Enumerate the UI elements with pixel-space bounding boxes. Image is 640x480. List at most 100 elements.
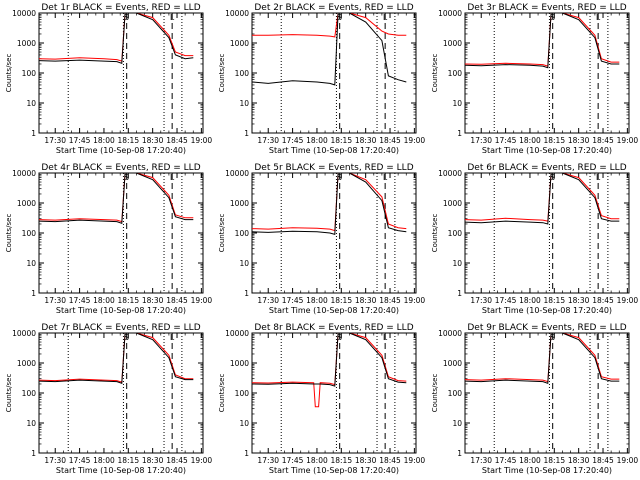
y-tick-label: 100 (448, 69, 463, 78)
plot-frame (464, 332, 630, 454)
y-tick-label: 10000 (438, 169, 462, 178)
series-events (465, 333, 620, 384)
plot-frame (38, 332, 204, 454)
y-axis-label: Counts/sec (5, 374, 13, 413)
marker-label-s: S (550, 13, 555, 22)
series-lld (252, 13, 407, 38)
x-tick-label: 19:00 (191, 456, 213, 465)
marker-label-l: L (383, 173, 388, 182)
x-tick-label: 17:45 (282, 296, 304, 305)
x-tick-label: 17:30 (470, 136, 492, 145)
chart-title: Det 2r BLACK = Events, RED = LLD (254, 3, 413, 13)
series-lld (252, 173, 407, 232)
marker-label-l: L (596, 13, 601, 22)
series-lld (252, 333, 407, 408)
y-tick-label: 1000 (17, 359, 36, 368)
series-events (465, 173, 620, 225)
x-tick-label: 18:30 (142, 136, 164, 145)
x-tick-label: 17:30 (44, 456, 66, 465)
y-tick-label: 1000 (17, 199, 36, 208)
x-tick-label: 18:45 (592, 456, 614, 465)
y-tick-label: 1 (244, 129, 249, 138)
x-tick-label: 18:00 (519, 296, 541, 305)
x-tick-label: 17:30 (470, 296, 492, 305)
series-events (39, 173, 194, 224)
y-tick-label: 1000 (230, 199, 249, 208)
marker-label-s: S (124, 13, 129, 22)
plot-frame (251, 332, 417, 454)
x-tick-label: 18:00 (306, 456, 328, 465)
series-lld (39, 173, 194, 223)
x-tick-label: 17:45 (69, 456, 91, 465)
marker-label-l: L (596, 333, 601, 342)
series-events (465, 13, 620, 69)
y-axis-label: Counts/sec (431, 374, 439, 413)
x-axis-label: Start Time (10-Sep-08 17:20:40) (482, 146, 612, 155)
series-lld (465, 173, 620, 222)
y-tick-label: 100 (235, 229, 250, 238)
x-axis-label: Start Time (10-Sep-08 17:20:40) (482, 306, 612, 315)
y-tick-label: 10 (452, 99, 462, 108)
y-tick-label: 10 (26, 419, 36, 428)
chart-title: Det 4r BLACK = Events, RED = LLD (41, 163, 200, 173)
x-tick-label: 17:30 (470, 456, 492, 465)
series-lld (39, 333, 194, 383)
series-lld (465, 333, 620, 383)
x-tick-label: 18:15 (543, 456, 565, 465)
y-tick-label: 10 (452, 259, 462, 268)
series-events (39, 333, 194, 384)
x-tick-label: 18:30 (568, 456, 590, 465)
marker-label-s: S (124, 333, 129, 342)
y-tick-label: 1 (244, 289, 249, 298)
y-tick-label: 1000 (17, 39, 36, 48)
marker-label-l: L (170, 13, 175, 22)
x-tick-label: 18:30 (568, 136, 590, 145)
x-tick-label: 18:15 (117, 296, 139, 305)
y-tick-label: 10000 (225, 169, 249, 178)
x-tick-label: 17:45 (495, 296, 517, 305)
x-tick-label: 18:15 (543, 296, 565, 305)
x-tick-label: 19:00 (617, 296, 639, 305)
chart-title: Det 6r BLACK = Events, RED = LLD (467, 163, 626, 173)
y-tick-label: 100 (22, 229, 37, 238)
y-tick-label: 1000 (443, 39, 462, 48)
plot-frame (464, 12, 630, 134)
series-lld (465, 13, 620, 67)
x-tick-label: 17:30 (44, 136, 66, 145)
panel-2: Det 2r BLACK = Events, RED = LLD Counts/s… (218, 3, 425, 155)
plot-frame (251, 172, 417, 294)
plot-frame (464, 172, 630, 294)
series-events (252, 13, 407, 86)
marker-label-l: L (383, 333, 388, 342)
x-tick-label: 19:00 (617, 136, 639, 145)
x-tick-label: 17:45 (495, 456, 517, 465)
marker-label-s: S (550, 333, 555, 342)
y-tick-label: 10000 (438, 329, 462, 338)
y-tick-label: 100 (235, 69, 250, 78)
x-tick-label: 18:30 (142, 296, 164, 305)
y-tick-label: 1 (244, 449, 249, 458)
y-tick-label: 1 (457, 289, 462, 298)
panel-3: Det 3r BLACK = Events, RED = LLD Counts/s… (431, 3, 638, 155)
y-tick-label: 100 (22, 69, 37, 78)
x-tick-label: 18:45 (379, 456, 401, 465)
series-events (39, 13, 194, 64)
x-tick-label: 18:15 (543, 136, 565, 145)
y-tick-label: 1 (31, 449, 36, 458)
x-tick-label: 19:00 (191, 136, 213, 145)
x-tick-label: 18:00 (93, 456, 115, 465)
y-tick-label: 10000 (12, 329, 36, 338)
x-tick-label: 18:15 (330, 136, 352, 145)
chart-title: Det 9r BLACK = Events, RED = LLD (467, 323, 626, 333)
chart-title: Det 1r BLACK = Events, RED = LLD (41, 3, 200, 13)
x-tick-label: 17:45 (69, 136, 91, 145)
x-axis-label: Start Time (10-Sep-08 17:20:40) (269, 466, 399, 475)
plot-frame (251, 12, 417, 134)
x-axis-label: Start Time (10-Sep-08 17:20:40) (56, 146, 186, 155)
y-tick-label: 10 (239, 419, 249, 428)
marker-label-l: L (170, 333, 175, 342)
chart-title: Det 3r BLACK = Events, RED = LLD (467, 3, 626, 13)
x-tick-label: 17:30 (257, 136, 279, 145)
x-tick-label: 18:00 (93, 296, 115, 305)
x-tick-label: 18:45 (166, 296, 188, 305)
